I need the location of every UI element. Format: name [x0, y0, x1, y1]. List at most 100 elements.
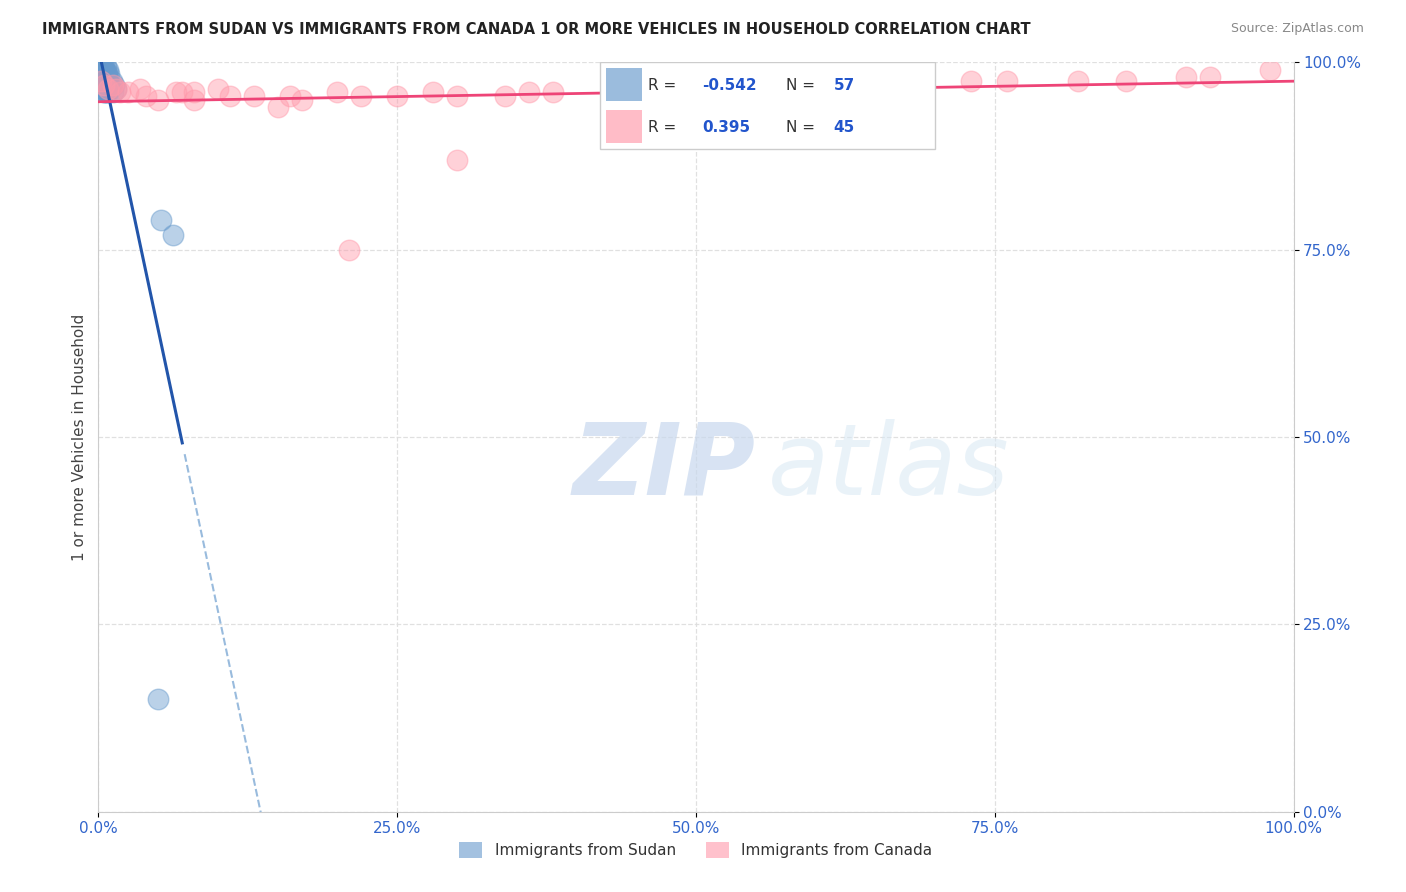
Point: [98, 81, 122, 95]
Point: [98, 78, 121, 92]
Point: [685, 81, 707, 95]
Y-axis label: 1 or more Vehicles in Household: 1 or more Vehicles in Household: [72, 313, 87, 561]
Point: [91, 59, 114, 73]
Text: ZIP: ZIP: [572, 418, 756, 516]
Point: [183, 93, 205, 107]
Text: R =: R =: [648, 120, 686, 135]
Text: R =: R =: [648, 78, 682, 93]
Point: [98, 67, 121, 81]
Point: [91, 62, 114, 77]
Point: [117, 86, 139, 100]
Point: [172, 86, 194, 100]
Point: [385, 89, 409, 103]
Point: [517, 86, 540, 100]
Point: [91, 81, 114, 95]
Point: [207, 81, 229, 95]
Point: [91, 70, 114, 85]
Point: [91, 78, 114, 92]
Point: [91, 67, 114, 81]
Point: [97, 81, 120, 95]
Point: [93, 78, 115, 92]
Point: [101, 78, 124, 92]
Point: [350, 89, 373, 103]
Point: [93, 70, 115, 85]
Text: N =: N =: [786, 78, 820, 93]
Point: [94, 59, 117, 73]
Point: [91, 78, 114, 92]
Point: [613, 81, 636, 95]
Point: [105, 81, 128, 95]
Point: [422, 86, 444, 100]
Point: [91, 62, 114, 77]
Point: [97, 86, 120, 100]
Point: [96, 74, 118, 88]
Point: [1115, 74, 1137, 88]
Point: [96, 86, 118, 100]
Point: [93, 74, 115, 88]
Point: [93, 78, 115, 92]
Point: [96, 81, 118, 95]
Point: [278, 89, 301, 103]
Point: [93, 70, 115, 85]
Point: [446, 89, 468, 103]
Point: [94, 78, 117, 92]
Text: 0.395: 0.395: [702, 120, 749, 135]
Point: [91, 67, 114, 81]
Point: [93, 86, 115, 100]
Text: 57: 57: [834, 78, 855, 93]
Point: [865, 78, 887, 92]
Point: [148, 93, 170, 107]
Point: [93, 86, 115, 100]
Point: [90, 74, 112, 88]
Bar: [606, 69, 643, 101]
Point: [93, 62, 115, 77]
Point: [162, 227, 184, 242]
Point: [91, 67, 114, 81]
Point: [96, 81, 118, 95]
Point: [91, 62, 114, 77]
Point: [1067, 74, 1090, 88]
Point: [94, 78, 117, 92]
Point: [96, 67, 118, 81]
Point: [97, 74, 120, 88]
Point: [97, 62, 120, 77]
Point: [960, 74, 983, 88]
Point: [149, 212, 172, 227]
Point: [100, 74, 122, 88]
Point: [129, 81, 152, 95]
Point: [94, 67, 117, 81]
Text: atlas: atlas: [768, 418, 1010, 516]
Point: [339, 243, 361, 257]
Point: [494, 89, 516, 103]
Point: [94, 81, 117, 95]
Text: Source: ZipAtlas.com: Source: ZipAtlas.com: [1230, 22, 1364, 36]
FancyBboxPatch shape: [600, 62, 935, 149]
Point: [91, 74, 114, 88]
Point: [101, 86, 124, 100]
Point: [267, 100, 290, 114]
Point: [96, 81, 118, 95]
Point: [780, 78, 803, 92]
Point: [733, 81, 755, 95]
Point: [90, 67, 112, 81]
Point: [97, 81, 120, 95]
Point: [1175, 70, 1198, 85]
Point: [165, 86, 187, 100]
Point: [291, 93, 314, 107]
Point: [108, 86, 131, 100]
Point: [91, 59, 114, 73]
Point: [93, 74, 115, 88]
Point: [91, 62, 114, 77]
Point: [602, 86, 624, 100]
Point: [94, 74, 117, 88]
Point: [91, 74, 114, 88]
Point: [94, 74, 117, 88]
Point: [1258, 62, 1281, 77]
Point: [93, 59, 115, 73]
Point: [183, 86, 205, 100]
Bar: [606, 110, 643, 143]
Point: [446, 153, 468, 167]
Text: 45: 45: [834, 120, 855, 135]
Point: [541, 86, 564, 100]
Point: [135, 89, 157, 103]
